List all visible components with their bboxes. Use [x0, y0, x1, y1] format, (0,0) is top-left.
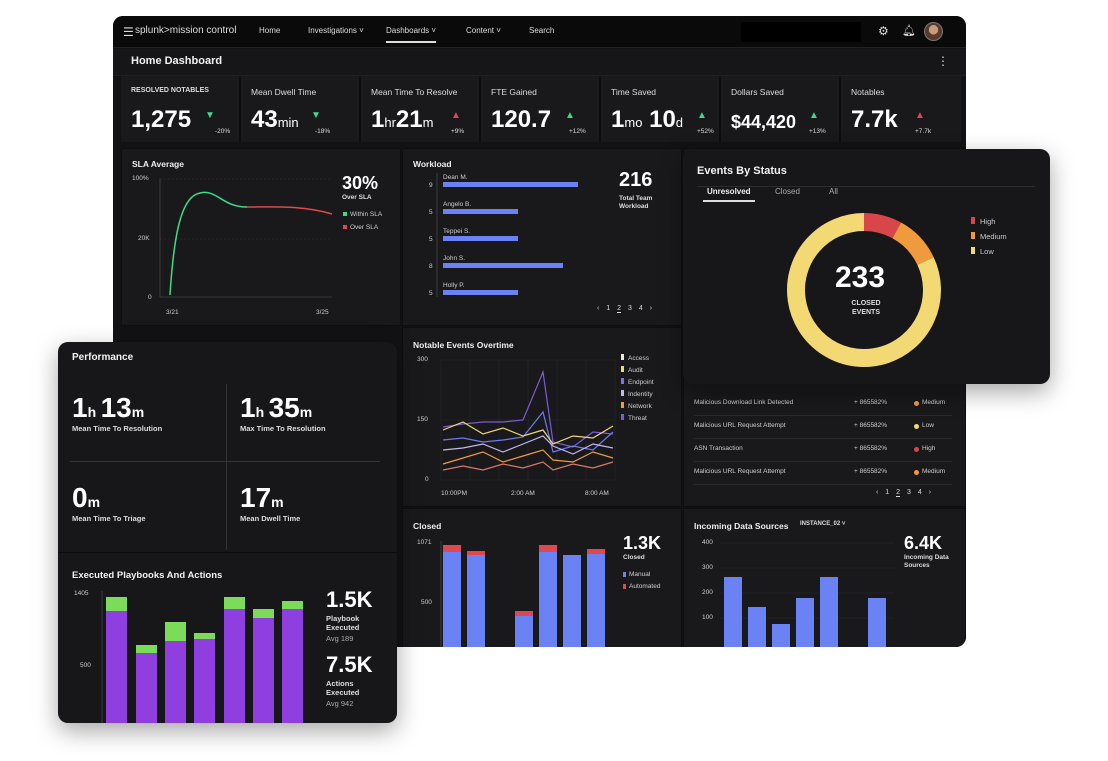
workload-count-label: 5: [429, 209, 433, 216]
workload-person-label: Angelo B.: [443, 201, 471, 208]
metric-mean-time-to-triage: 0m Mean Time To Triage: [72, 482, 146, 523]
arrow-up-icon: ▲: [451, 110, 461, 121]
over-sla-line: [246, 206, 333, 215]
series-threat: [442, 369, 614, 448]
workload-person-label: Dean M.: [443, 174, 468, 181]
arrow-up-icon: ▲: [565, 110, 575, 121]
series-audit: [442, 421, 614, 445]
event-rows: Malicious Download Link Detected + 86558…: [694, 393, 952, 485]
nav-home[interactable]: Home: [259, 26, 281, 35]
series-endpoint: [442, 410, 614, 453]
tab-unresolved[interactable]: Unresolved: [703, 187, 755, 202]
tab-closed[interactable]: Closed: [775, 187, 800, 196]
sla-average-panel: SLA Average 100% 20K 0 3/21 3/25 30% Ove…: [121, 148, 401, 326]
events-donut-chart: [787, 213, 941, 367]
more-options-icon[interactable]: ⋮: [937, 54, 949, 68]
workload-count-label: 5: [429, 290, 433, 297]
performance-card: Performance 1h 13m Mean Time To Resoluti…: [58, 342, 397, 723]
series-identity: [442, 435, 614, 455]
arrow-up-icon: ▲: [697, 110, 707, 121]
series-network: [442, 449, 614, 465]
search-bar[interactable]: [741, 22, 861, 42]
workload-person-label: Teppei S.: [443, 228, 470, 235]
table-row[interactable]: Malicious URL Request Attempt + 865582% …: [694, 462, 952, 485]
bell-icon[interactable]: 🔔︎: [902, 25, 916, 37]
workload-count-label: 8: [429, 263, 433, 270]
arrow-down-icon: ▼: [205, 110, 215, 121]
notable-events-panel: Notable Events Overtime 300 150 0 10:00P…: [402, 327, 682, 507]
arrow-up-icon: ▲: [809, 110, 819, 121]
brand-logo[interactable]: splunk>mission control: [135, 25, 237, 36]
kpi-mean-time-to-resolve: Mean Time To Resolve 1hr21m ▲ +9%: [361, 76, 481, 142]
notable-events-chart: [440, 359, 616, 481]
kpi-dollars-saved: Dollars Saved $44,420 ▲ +13%: [721, 76, 841, 142]
kpi-resolved-notables: RESOLVED NOTABLES 1,275 ▼ -20%: [121, 76, 241, 142]
instance-dropdown[interactable]: INSTANCE_02 ˅: [800, 521, 846, 527]
metric-max-time-to-resolution: 1h 35m Max Time To Resolution: [240, 392, 326, 433]
events-by-status-card: Events By Status Unresolved Closed All 2…: [683, 149, 1050, 384]
nav-content[interactable]: Content ˅: [466, 26, 501, 35]
workload-count-label: 9: [429, 182, 433, 189]
nav-dashboards[interactable]: Dashboards ˅: [386, 26, 437, 43]
metric-mean-time-to-resolution: 1h 13m Mean Time To Resolution: [72, 392, 163, 433]
legend-swatch: [343, 225, 347, 229]
arrow-up-icon: ▲: [915, 110, 925, 121]
workload-bar: [443, 290, 518, 295]
donut-slice-high: [863, 213, 902, 239]
workload-person-label: Holly P.: [443, 282, 465, 289]
top-navigation: ☰ splunk>mission control Home Investigat…: [113, 16, 966, 48]
workload-panel: Workload Dean M. 9 Angelo B. 5 Teppei S. 5 Joh…: [402, 148, 682, 326]
legend-swatch: [623, 572, 626, 577]
page-title: Home Dashboard: [131, 55, 223, 67]
status-legend: High Medium Low: [971, 217, 1007, 262]
kpi-time-saved: Time Saved 1mo 10d ▲ +52%: [601, 76, 721, 142]
metric-mean-dwell-time: 17m Mean Dwell Time: [240, 482, 301, 523]
workload-bar: [443, 182, 578, 187]
menu-icon[interactable]: ☰: [123, 25, 134, 39]
kpi-mean-dwell-time: Mean Dwell Time 43min ▼ -18%: [241, 76, 361, 142]
kpi-notables: Notables 7.7k ▲ +7.7k: [841, 76, 961, 142]
tab-all[interactable]: All: [829, 187, 838, 196]
incoming-chart: [720, 542, 894, 647]
workload-bar: [443, 209, 518, 214]
workload-person-label: John S.: [443, 255, 465, 262]
nav-search[interactable]: Search: [529, 26, 555, 35]
donut-slice-medium: [892, 222, 934, 266]
arrow-down-icon: ▼: [311, 110, 321, 121]
workload-pagination[interactable]: ‹ 1 2 3 4 ›: [597, 305, 653, 313]
legend-swatch: [343, 212, 347, 216]
avatar[interactable]: [924, 22, 943, 41]
closed-chart: [440, 541, 605, 647]
workload-chart: Dean M. 9 Angelo B. 5 Teppei S. 5 John S. 8 Holl…: [429, 173, 578, 297]
table-row[interactable]: ASN Transaction + 865582% High: [694, 439, 952, 462]
sla-chart: [159, 178, 333, 298]
table-row[interactable]: Malicious Download Link Detected + 86558…: [694, 393, 952, 416]
workload-bar: [443, 236, 518, 241]
donut-slice-low: [787, 213, 941, 367]
closed-panel: Closed 1071 500 1.3K Closed Manual Autom…: [402, 508, 682, 647]
incoming-data-panel: Incoming Data Sources INSTANCE_02 ˅ 400 …: [683, 508, 966, 647]
gear-icon[interactable]: ⚙: [878, 24, 889, 38]
workload-count-label: 5: [429, 236, 433, 243]
workload-bar: [443, 263, 563, 268]
playbooks-chart: [101, 591, 303, 723]
kpi-fte-gained: FTE Gained 120.7 ▲ +12%: [481, 76, 601, 142]
series-access: [442, 461, 614, 471]
notable-events-legend: Access Audit Endpoint Indentity Network …: [621, 354, 654, 426]
events-pagination[interactable]: ‹ 1 2 3 4 ›: [876, 489, 932, 497]
nav-investigations[interactable]: Investigations ˅: [308, 26, 364, 35]
legend-swatch: [623, 584, 626, 589]
table-row[interactable]: Malicious URL Request Attempt + 865582% …: [694, 416, 952, 439]
within-sla-line: [169, 191, 248, 296]
title-bar: [113, 49, 966, 76]
